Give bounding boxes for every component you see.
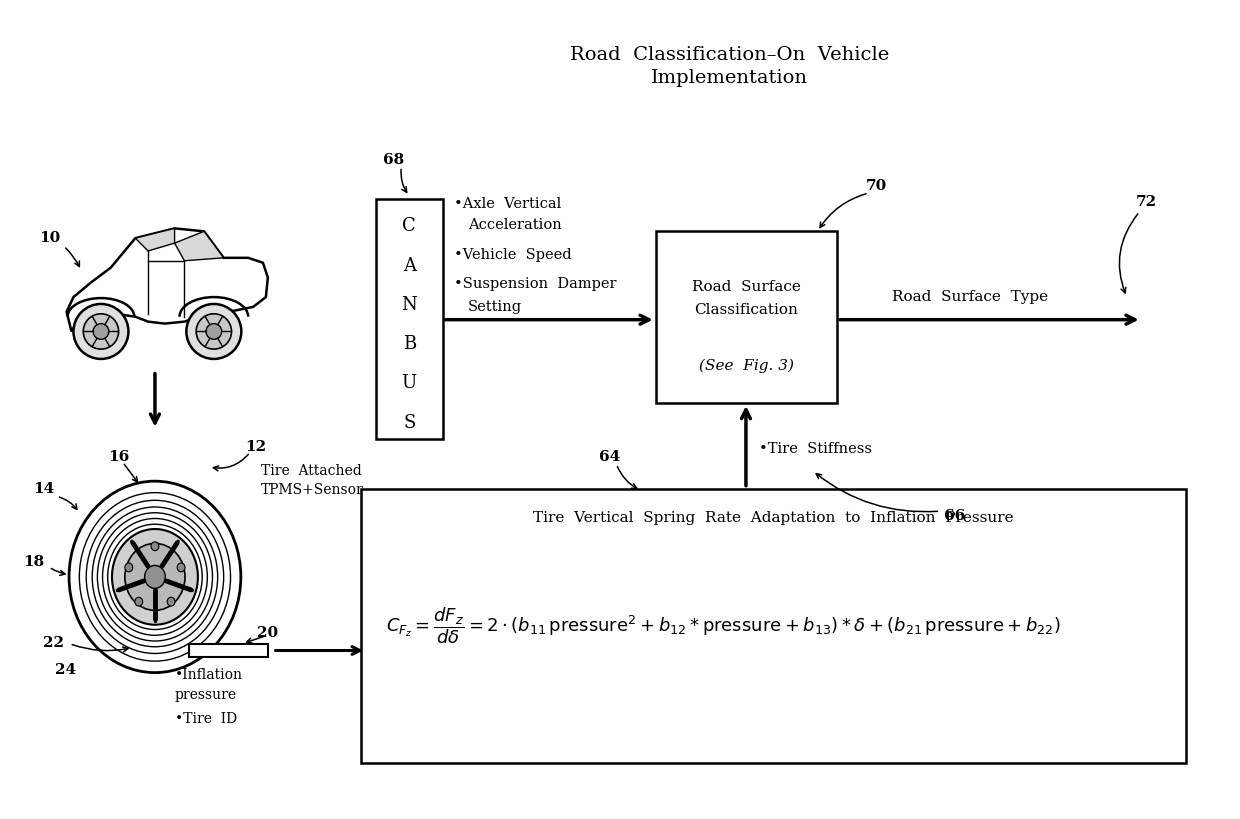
PathPatch shape (135, 229, 175, 251)
Ellipse shape (125, 543, 185, 610)
Text: •Suspension  Damper: •Suspension Damper (454, 278, 616, 292)
Bar (190, 644, 268, 658)
Text: pressure: pressure (175, 688, 237, 702)
Text: N: N (402, 296, 417, 314)
Ellipse shape (167, 597, 175, 606)
Text: Road  Classification–On  Vehicle: Road Classification–On Vehicle (569, 46, 889, 64)
Text: B: B (403, 335, 415, 353)
Text: 72: 72 (1136, 195, 1157, 209)
Text: Tire  Attached: Tire Attached (260, 464, 362, 477)
Circle shape (186, 304, 242, 359)
Ellipse shape (79, 493, 231, 661)
Text: S: S (403, 414, 415, 432)
Circle shape (196, 314, 232, 349)
Text: Acceleration: Acceleration (469, 219, 562, 233)
Text: •Axle  Vertical: •Axle Vertical (454, 197, 562, 210)
Circle shape (206, 324, 222, 339)
Text: 12: 12 (246, 441, 267, 455)
Bar (361, 488, 1185, 763)
Text: 18: 18 (24, 555, 45, 569)
Text: •Tire  Stiffness: •Tire Stiffness (759, 442, 872, 456)
PathPatch shape (175, 231, 223, 260)
Text: C: C (402, 217, 417, 235)
Text: Implementation: Implementation (651, 69, 807, 87)
Text: 10: 10 (40, 231, 61, 245)
Text: 14: 14 (33, 482, 55, 495)
Circle shape (93, 324, 109, 339)
Ellipse shape (177, 563, 185, 572)
Text: A: A (403, 256, 415, 274)
Text: TPMS+Sensor: TPMS+Sensor (260, 483, 363, 497)
Ellipse shape (151, 542, 159, 550)
Ellipse shape (87, 500, 223, 654)
Text: 16: 16 (108, 450, 129, 464)
Ellipse shape (108, 524, 202, 630)
Ellipse shape (92, 507, 218, 647)
Ellipse shape (145, 565, 165, 588)
Text: •Vehicle  Speed: •Vehicle Speed (454, 248, 572, 262)
Bar (376, 199, 443, 440)
Text: Road  Surface: Road Surface (692, 280, 801, 294)
Ellipse shape (69, 482, 241, 672)
Text: 20: 20 (257, 626, 279, 640)
Text: •Tire  ID: •Tire ID (175, 713, 237, 726)
Text: 70: 70 (866, 179, 887, 193)
Text: 64: 64 (599, 450, 620, 464)
Ellipse shape (135, 597, 143, 606)
Text: Road  Surface  Type: Road Surface Type (892, 290, 1048, 304)
Circle shape (73, 304, 129, 359)
Text: (See  Fig. 3): (See Fig. 3) (699, 359, 794, 373)
Text: 22: 22 (43, 636, 64, 649)
Text: Setting: Setting (469, 300, 522, 314)
Ellipse shape (112, 529, 198, 625)
Circle shape (83, 314, 119, 349)
PathPatch shape (67, 229, 268, 332)
Ellipse shape (125, 563, 133, 572)
Text: Classification: Classification (694, 303, 799, 317)
Text: •Inflation: •Inflation (175, 668, 243, 682)
Text: 68: 68 (383, 152, 404, 166)
Ellipse shape (98, 513, 212, 641)
Text: 66: 66 (945, 509, 966, 523)
Text: U: U (402, 374, 417, 392)
Ellipse shape (103, 518, 207, 636)
Text: 24: 24 (55, 663, 76, 677)
Bar (656, 231, 837, 403)
Text: $C_{F_z}=\dfrac{dF_z}{d\delta}=2\cdot(b_{11}\,\mathrm{pressure}^2+b_{12}*\mathrm: $C_{F_z}=\dfrac{dF_z}{d\delta}=2\cdot(b_… (386, 605, 1060, 646)
Text: Tire  Vertical  Spring  Rate  Adaptation  to  Inflation  Pressure: Tire Vertical Spring Rate Adaptation to … (533, 511, 1014, 525)
